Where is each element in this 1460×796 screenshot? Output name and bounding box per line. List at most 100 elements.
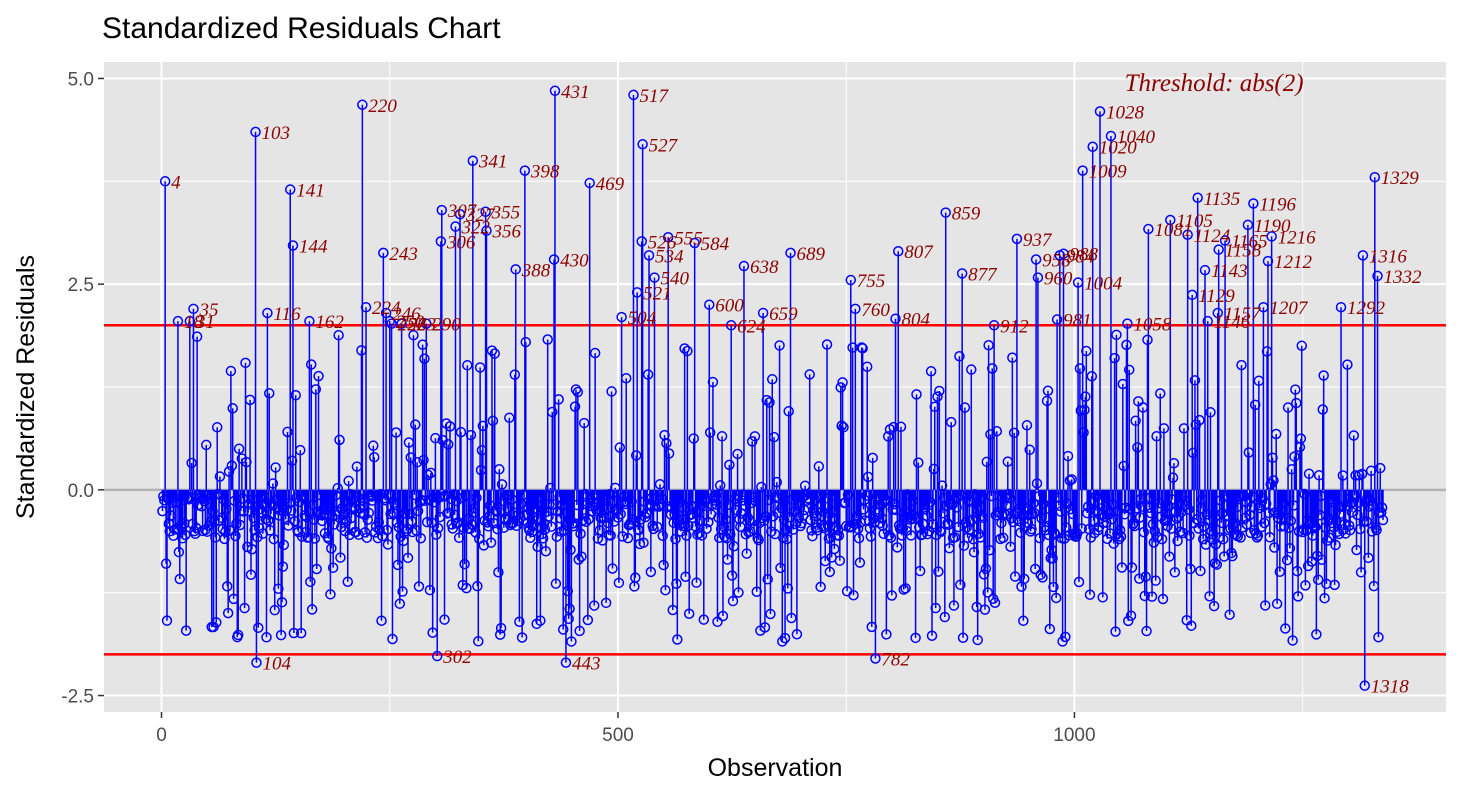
- residual-point: [1107, 499, 1119, 510]
- residual-point: [422, 469, 434, 481]
- residual-point: [888, 421, 899, 433]
- residual-point: [331, 506, 343, 517]
- residual-point: [211, 617, 222, 628]
- residual-point: [620, 372, 632, 384]
- outlier-label: 1081: [1154, 220, 1192, 241]
- residual-point: [334, 434, 345, 446]
- residual-point: [681, 530, 692, 541]
- residual-point: [1216, 517, 1227, 529]
- residual-point: [1283, 522, 1295, 534]
- residual-point: [609, 482, 621, 494]
- residual-point: [486, 345, 498, 356]
- residual-point: [1229, 517, 1241, 529]
- residual-point: [1008, 427, 1020, 439]
- residual-point: [1130, 415, 1141, 427]
- residual-point: [925, 366, 937, 377]
- residual-point: [1316, 554, 1328, 565]
- outlier-label: 306: [446, 232, 476, 253]
- outlier-label: 144: [299, 236, 328, 257]
- residual-point: [1377, 514, 1389, 526]
- y-tick-label: 5.0: [68, 69, 94, 90]
- residual-point: [1137, 402, 1149, 413]
- residual-point: [549, 85, 561, 97]
- residual-point: [314, 489, 325, 501]
- outlier-label: 600: [715, 296, 744, 317]
- residual-point: [253, 622, 264, 633]
- residual-point: [1317, 404, 1329, 415]
- residual-point: [403, 437, 415, 448]
- residual-point: [578, 417, 590, 429]
- residual-point: [846, 521, 857, 533]
- residual-point: [1168, 457, 1180, 469]
- residual-point: [514, 616, 525, 628]
- residual-point: [1018, 573, 1030, 585]
- residual-point: [605, 530, 616, 541]
- residual-point: [1258, 301, 1269, 313]
- residual-point: [1268, 475, 1279, 486]
- residual-point: [361, 532, 373, 543]
- residual-point: [1344, 524, 1356, 536]
- residual-point: [979, 604, 991, 615]
- residual-point: [306, 604, 318, 615]
- residual-point: [836, 420, 847, 431]
- residual-point: [735, 521, 746, 532]
- residual-point: [1067, 508, 1078, 520]
- residual-point: [618, 496, 629, 508]
- outlier-label: 1212: [1274, 252, 1313, 273]
- residual-point: [435, 236, 447, 247]
- residual-point: [427, 627, 438, 638]
- outlier-label: 431: [561, 82, 590, 103]
- residual-point: [207, 505, 218, 517]
- residual-point: [782, 583, 794, 594]
- residual-point: [906, 513, 918, 524]
- residual-point: [580, 516, 592, 527]
- residual-point: [240, 357, 251, 369]
- residual-point: [1115, 531, 1127, 542]
- residual-point: [1269, 542, 1280, 553]
- residual-point: [666, 502, 678, 514]
- residual-point: [727, 595, 739, 607]
- residual-point: [1253, 375, 1265, 387]
- residual-point: [886, 590, 898, 601]
- residual-point: [584, 177, 595, 189]
- residual-point: [728, 541, 740, 552]
- residual-point: [1068, 528, 1079, 540]
- residual-point: [398, 535, 409, 547]
- residual-point: [264, 525, 276, 536]
- residual-point: [617, 531, 628, 542]
- residual-point: [616, 311, 627, 323]
- residual-point: [410, 525, 422, 536]
- residual-point: [433, 492, 445, 503]
- outlier-label: 220: [368, 96, 397, 117]
- residual-point: [491, 506, 502, 517]
- residual-point: [1004, 493, 1015, 504]
- outlier-label: 1196: [1259, 195, 1296, 216]
- residual-point: [477, 420, 489, 432]
- residual-point: [221, 503, 232, 515]
- residual-point: [882, 431, 894, 442]
- residual-point: [364, 490, 375, 501]
- residual-point: [838, 422, 849, 433]
- outlier-label: 877: [968, 264, 998, 285]
- outlier-label: 555: [674, 228, 703, 249]
- residual-point: [462, 360, 473, 371]
- residual-point: [1183, 504, 1194, 515]
- residual-point: [550, 578, 562, 589]
- residual-point: [1319, 592, 1330, 604]
- residual-point: [842, 489, 854, 501]
- residual-point: [575, 528, 586, 539]
- outlier-label: 584: [701, 234, 730, 255]
- residual-point: [300, 526, 312, 538]
- residual-point: [1224, 609, 1235, 620]
- residual-point: [674, 496, 686, 507]
- residual-point: [983, 340, 994, 351]
- residual-point: [854, 557, 866, 568]
- residual-point: [671, 578, 682, 590]
- residual-point: [1264, 532, 1276, 543]
- residual-point: [827, 512, 838, 524]
- residual-point: [573, 554, 584, 565]
- residual-point: [558, 525, 570, 536]
- residual-point: [1160, 514, 1171, 525]
- residual-point: [862, 471, 874, 483]
- residual-point: [1177, 527, 1189, 539]
